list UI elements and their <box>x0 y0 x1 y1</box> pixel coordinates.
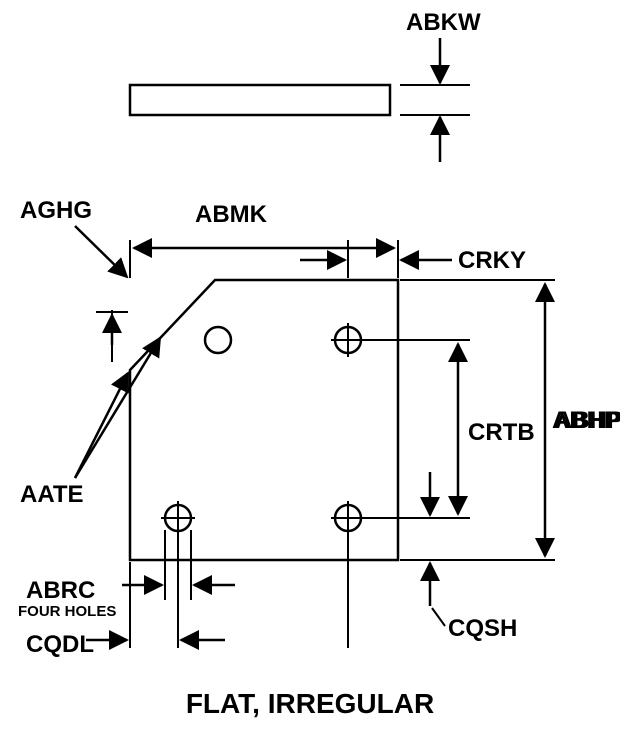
hole-top-left <box>205 327 231 353</box>
hole-top-right <box>331 323 365 357</box>
label-cqsh: CQSH <box>448 615 517 642</box>
label-crky: CRKY <box>458 247 526 274</box>
aate-leader-1 <box>75 373 128 478</box>
dim-aghg <box>75 226 127 277</box>
label-abkw: ABKW <box>406 9 481 36</box>
label-cqdl: CQDL <box>26 631 94 658</box>
label-crtb: CRTB <box>468 419 535 446</box>
diagram-title: FLAT, IRREGULAR <box>186 688 434 719</box>
label-abrc: ABRC <box>26 577 95 604</box>
label-abmk: ABMK <box>195 201 268 228</box>
label-four-holes: FOUR HOLES <box>18 603 116 620</box>
top-bar-rect <box>130 85 390 115</box>
label-abhp-real: ABHP <box>555 407 620 434</box>
label-aghg: AGHG <box>20 197 92 224</box>
label-aate: AATE <box>20 481 84 508</box>
aate-leader-2 <box>75 338 160 478</box>
hole-bottom-right <box>331 501 365 535</box>
hole-bottom-left <box>161 501 195 535</box>
